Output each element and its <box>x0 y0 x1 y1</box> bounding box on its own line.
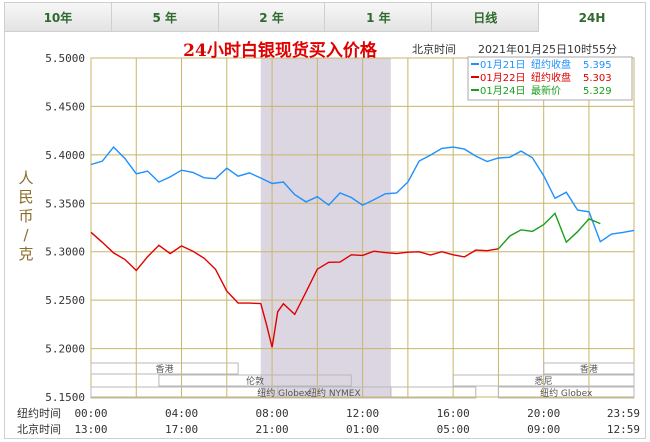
y-tick-label: 5.3500 <box>45 197 85 210</box>
y-tick-label: 5.4000 <box>45 149 85 162</box>
session-label: 纽约 NYMEX <box>308 387 361 399</box>
legend-desc: 最新价 <box>531 84 561 97</box>
x-row-label: 纽约时间 <box>17 406 61 420</box>
legend-value: 5.303 <box>583 73 612 84</box>
session-label: 悉尼 <box>535 375 553 387</box>
x-tick-label: 12:00 <box>346 407 379 420</box>
timestamp-label: 2021年01月25日10时55分 <box>478 42 617 56</box>
legend-date: 01月21日 <box>480 59 525 71</box>
x-tick-label: 04:00 <box>165 407 198 420</box>
x-tick-label: 00:00 <box>74 407 107 420</box>
session-label: 纽约 Globex <box>257 387 310 399</box>
x-tick-label: 12:59 <box>607 423 640 436</box>
y-axis-label: / <box>23 226 29 244</box>
x-tick-label: 16:00 <box>437 407 470 420</box>
y-axis-label: 币 <box>18 207 33 225</box>
x-tick-label: 13:00 <box>74 423 107 436</box>
x-tick-label: 05:00 <box>437 423 470 436</box>
legend-date: 01月24日 <box>480 85 525 97</box>
chart-title: 24小时白银现货买入价格 <box>183 40 378 61</box>
timezone-label: 北京时间 <box>412 42 456 56</box>
x-tick-label: 17:00 <box>165 423 198 436</box>
y-axis-label: 人 <box>18 169 33 187</box>
y-tick-label: 5.5000 <box>45 52 85 65</box>
x-tick-label: 21:00 <box>256 423 289 436</box>
y-tick-label: 5.3000 <box>45 246 85 259</box>
y-tick-label: 5.4500 <box>45 100 85 113</box>
x-tick-label: 20:00 <box>527 407 560 420</box>
series-line <box>498 213 600 248</box>
y-axis-label: 民 <box>18 188 33 206</box>
y-tick-label: 5.2000 <box>45 343 85 356</box>
y-tick-label: 5.1500 <box>45 391 85 404</box>
y-axis-label: 克 <box>18 245 33 263</box>
x-row-label: 北京时间 <box>17 422 61 436</box>
legend-date: 01月22日 <box>480 72 525 84</box>
shaded-band <box>261 58 391 397</box>
legend-desc: 纽约收盘 <box>531 71 571 84</box>
session-label: 伦敦 <box>246 375 264 387</box>
x-tick-label: 23:59 <box>607 407 640 420</box>
legend-value: 5.329 <box>583 86 612 97</box>
session-label: 香港 <box>580 363 598 375</box>
session-label: 香港 <box>156 363 174 375</box>
x-tick-label: 09:00 <box>527 423 560 436</box>
y-tick-label: 5.2500 <box>45 294 85 307</box>
legend-desc: 纽约收盘 <box>531 58 571 71</box>
session-label: 纽约 Globex <box>540 387 593 399</box>
x-tick-label: 08:00 <box>256 407 289 420</box>
x-tick-label: 01:00 <box>346 423 379 436</box>
legend-value: 5.395 <box>583 60 612 71</box>
